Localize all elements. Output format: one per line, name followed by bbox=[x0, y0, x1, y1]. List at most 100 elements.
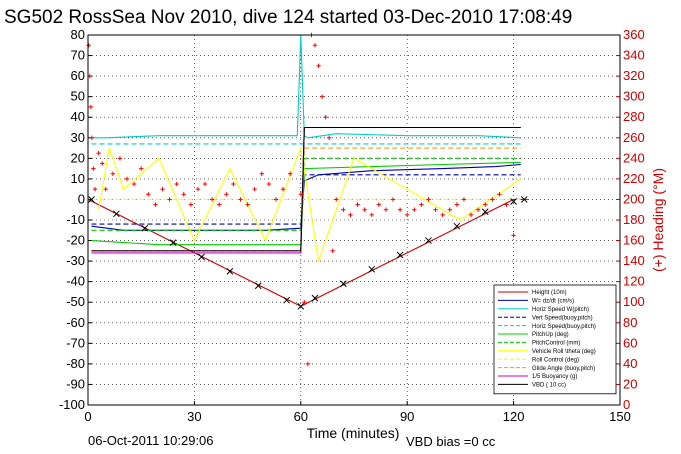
right-tick-label: 220 bbox=[623, 171, 645, 186]
right-tick-label: 340 bbox=[623, 48, 645, 63]
heading-point bbox=[383, 207, 389, 212]
height-marker-stroke bbox=[481, 208, 489, 216]
heading-point bbox=[390, 197, 396, 202]
height-marker-stroke bbox=[88, 196, 95, 203]
legend-label-10: 1/5 Buoyancy (g) bbox=[532, 374, 577, 380]
right-tick-label: 0 bbox=[623, 397, 630, 412]
heading-point bbox=[319, 94, 325, 99]
height-marker-stroke bbox=[198, 253, 205, 261]
heading-point bbox=[461, 197, 467, 202]
height-marker bbox=[88, 196, 95, 203]
heading-point bbox=[231, 181, 236, 187]
height-marker-stroke bbox=[311, 294, 319, 302]
heading-point bbox=[139, 166, 144, 171]
heading-point bbox=[419, 202, 424, 207]
heading-point bbox=[376, 202, 382, 207]
y-tick-label: 20 bbox=[71, 150, 85, 165]
heading-point bbox=[167, 197, 172, 202]
y-tick-label: -40 bbox=[66, 274, 85, 289]
height-marker bbox=[283, 296, 290, 304]
heading-point bbox=[153, 202, 158, 207]
legend-label-1: W= dz/dt (cm/s) bbox=[532, 299, 574, 305]
height-marker bbox=[226, 268, 234, 275]
heading-point bbox=[245, 202, 250, 207]
legend-label-11: VBD ( 10 cc) bbox=[532, 383, 566, 389]
chart-title: SG502 RossSea Nov 2010, dive 124 started… bbox=[4, 7, 572, 28]
y-tick-label: -20 bbox=[66, 233, 85, 248]
heading-point bbox=[91, 166, 96, 171]
series-line-2 bbox=[91, 34, 521, 139]
heading-point bbox=[312, 43, 318, 48]
height-marker bbox=[453, 222, 461, 230]
heading-point bbox=[490, 197, 495, 202]
legend-label-4: Horiz Speed(buoy,pitch) bbox=[532, 324, 596, 330]
heading-point bbox=[316, 63, 321, 69]
heading-point bbox=[86, 43, 91, 48]
height-marker bbox=[510, 198, 517, 205]
heading-point bbox=[454, 202, 460, 207]
series-line-7 bbox=[98, 145, 522, 262]
legend-label-8: Roll Control (deg) bbox=[532, 357, 579, 363]
y-tick-label: 0 bbox=[78, 191, 85, 206]
heading-point bbox=[369, 212, 374, 218]
right-axis-label: (+) Heading (°M) bbox=[650, 168, 666, 272]
heading-point bbox=[209, 197, 215, 202]
series-line-11 bbox=[91, 126, 521, 252]
heading-point bbox=[362, 207, 367, 212]
legend-label-5: PitchUp (deg) bbox=[532, 332, 569, 338]
heading-point bbox=[348, 212, 353, 218]
y-tick-label: 40 bbox=[71, 109, 85, 124]
right-tick-label: 200 bbox=[623, 191, 645, 206]
heading-point bbox=[497, 192, 502, 197]
height-marker bbox=[254, 282, 262, 290]
left-axis-ticks: -100-90-80-70-60-50-40-30-20-10010203040… bbox=[59, 27, 92, 412]
y-tick-label: 80 bbox=[71, 27, 85, 42]
y-tick-label: -30 bbox=[66, 253, 85, 268]
heading-point bbox=[273, 197, 279, 202]
right-tick-label: 360 bbox=[623, 27, 645, 42]
heading-point bbox=[103, 186, 108, 192]
legend-label-3: Vert Speed(buoy,pitch) bbox=[532, 315, 593, 321]
height-marker-stroke bbox=[510, 198, 517, 205]
legend-label-6: PitchControl (mm) bbox=[532, 341, 580, 347]
x-tick-label: 30 bbox=[187, 409, 201, 424]
x-axis-label: Time (minutes) bbox=[307, 425, 400, 441]
heading-point bbox=[124, 176, 130, 182]
heading-point bbox=[252, 186, 257, 192]
right-tick-label: 300 bbox=[623, 89, 645, 104]
heading-point bbox=[330, 248, 335, 254]
height-marker bbox=[113, 210, 120, 218]
heading-point bbox=[160, 186, 165, 192]
heading-point bbox=[426, 197, 431, 202]
heading-point bbox=[188, 202, 194, 207]
heading-point bbox=[117, 156, 123, 161]
y-tick-label: -70 bbox=[66, 335, 85, 350]
heading-point bbox=[483, 202, 488, 207]
heading-point bbox=[110, 171, 116, 176]
height-marker bbox=[481, 208, 489, 216]
right-tick-label: 80 bbox=[623, 315, 637, 330]
heading-point bbox=[146, 192, 151, 197]
footer-vbd-bias: VBD bias =0 cc bbox=[406, 434, 496, 449]
right-tick-label: 160 bbox=[623, 233, 645, 248]
y-tick-label: 10 bbox=[71, 171, 85, 186]
heading-point bbox=[202, 181, 208, 187]
y-tick-label: -60 bbox=[66, 315, 85, 330]
legend: Height (10m) W= dz/dt (cm/s) Horiz Speed W… bbox=[493, 284, 617, 395]
heading-point bbox=[355, 202, 360, 207]
height-marker bbox=[340, 280, 347, 288]
heading-point bbox=[305, 361, 311, 367]
height-marker bbox=[198, 253, 205, 261]
height-marker-stroke bbox=[169, 239, 177, 246]
heading-point bbox=[259, 171, 264, 176]
right-tick-label: 280 bbox=[623, 109, 645, 124]
y-tick-label: -50 bbox=[66, 294, 85, 309]
height-marker bbox=[311, 294, 319, 302]
y-tick-label: 60 bbox=[71, 68, 85, 83]
height-marker bbox=[169, 239, 177, 246]
heading-point bbox=[181, 192, 186, 197]
height-marker bbox=[141, 224, 149, 232]
height-marker-stroke bbox=[141, 224, 149, 232]
right-axis-ticks: 0 20 40 60 80 100 120 140 160 180 200 220 240 260 280 3… bbox=[616, 27, 645, 412]
